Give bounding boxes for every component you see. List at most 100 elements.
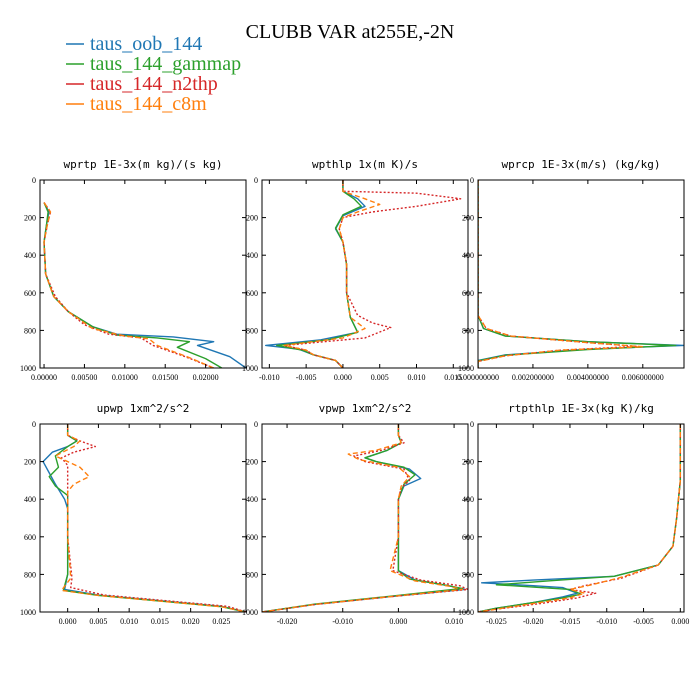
chart-panel: rtpthlp 1E-3x(kg K)/kg 0 200 400 600 800 1000 -… [458, 402, 689, 626]
y-tick-label: 1000 [458, 608, 474, 617]
y-tick-label: 600 [246, 533, 258, 542]
x-tick-label: -0.010 [332, 617, 353, 626]
series-line [60, 424, 246, 612]
y-tick-label: 200 [24, 458, 36, 467]
x-tick-label: 0.004000000 [567, 373, 609, 382]
y-tick-label: 800 [24, 570, 36, 579]
y-tick-label: 200 [24, 214, 36, 223]
y-tick-label: 1000 [20, 364, 36, 373]
panel-title: vpwp 1xm^2/s^2 [319, 402, 412, 415]
series-line [262, 424, 468, 612]
y-tick-label: 1000 [242, 608, 258, 617]
y-tick-label: 800 [24, 326, 36, 335]
y-tick-label: 800 [462, 326, 474, 335]
y-tick-label: 400 [462, 251, 474, 260]
series-line [283, 180, 381, 368]
series-group [43, 202, 246, 368]
x-tick-label: -0.010 [259, 373, 280, 382]
panel-title: wpthlp 1x(m K)/s [312, 158, 418, 171]
x-tick-label: 0.00000 [31, 373, 57, 382]
x-tick-label: 0.005 [89, 617, 107, 626]
y-tick-label: 200 [462, 458, 474, 467]
y-tick-label: 200 [462, 214, 474, 223]
series-line [43, 202, 214, 368]
series-line [283, 180, 462, 368]
legend-item: taus_144_c8m [66, 93, 207, 115]
chart-panel: wpthlp 1x(m K)/s 0 200 400 600 800 1000-0.010 -… [242, 158, 469, 382]
legend-label: taus_144_n2thp [90, 73, 218, 95]
legend-label: taus_oob_144 [90, 33, 202, 55]
legend-item: taus_144_n2thp [66, 73, 218, 95]
panel-title: upwp 1xm^2/s^2 [97, 402, 190, 415]
legend-item: taus_oob_144 [66, 33, 202, 55]
series-line [262, 424, 464, 612]
series-group [264, 180, 462, 368]
x-tick-label: 0.02000 [193, 373, 219, 382]
plot-frame [477, 423, 685, 613]
y-tick-label: 600 [246, 289, 258, 298]
x-tick-label: 0.000 [59, 617, 77, 626]
series-line [54, 424, 246, 612]
x-tick-label: 0.025 [212, 617, 230, 626]
chart-panels: wprtp 1E-3x(m kg)/(s kg) 0 200 400 600 800 100… [20, 158, 689, 626]
panel-title: wprcp 1E-3x(m/s) (kg/kg) [502, 158, 661, 171]
chart-panel: vpwp 1xm^2/s^2 0 200 400 600 800 1000 -0.020 -0.… [242, 402, 469, 626]
x-tick-label: -0.020 [277, 617, 298, 626]
y-tick-label: 400 [24, 251, 36, 260]
y-tick-label: 400 [246, 495, 258, 504]
y-tick-label: 600 [462, 289, 474, 298]
x-tick-label: 0.00500 [71, 373, 97, 382]
series-line [48, 424, 246, 612]
plot-frame [39, 423, 247, 613]
series-line [43, 202, 223, 368]
series-group [42, 424, 246, 612]
legend-item: taus_144_gammap [66, 53, 241, 75]
chart-panel: upwp 1xm^2/s^2 0 200 400 600 800 1000 0.000 0.00… [20, 402, 247, 626]
panel-title: wprtp 1E-3x(m kg)/(s kg) [64, 158, 223, 171]
series-line [478, 424, 682, 612]
plot-frame [261, 179, 469, 369]
plot-frame [39, 179, 247, 369]
y-tick-label: 800 [462, 570, 474, 579]
series-group [262, 424, 468, 612]
y-tick-label: 0 [470, 176, 474, 185]
x-tick-label: 0.002000000 [512, 373, 554, 382]
x-tick-label: 0.01000 [112, 373, 138, 382]
x-tick-label: 0.010 [120, 617, 138, 626]
y-tick-label: 0 [254, 420, 258, 429]
series-line [42, 424, 246, 612]
plot-frame [261, 423, 469, 613]
y-tick-label: 0 [254, 176, 258, 185]
series-line [262, 424, 464, 612]
series-line [478, 424, 682, 612]
series-line [478, 424, 682, 612]
series-group [478, 424, 682, 612]
x-tick-label: -0.025 [486, 617, 507, 626]
legend: taus_oob_144taus_144_gammaptaus_144_n2th… [66, 33, 241, 115]
series-line [478, 180, 644, 368]
panel-title: rtpthlp 1E-3x(kg K)/kg [508, 402, 654, 415]
x-tick-label: -0.020 [523, 617, 544, 626]
y-tick-label: 1000 [458, 364, 474, 373]
x-tick-label: 0.000 [389, 617, 407, 626]
x-tick-label: -0.005 [633, 617, 654, 626]
x-tick-label: 0.000 [334, 373, 352, 382]
x-tick-label: 0.000000000 [457, 373, 499, 382]
x-tick-label: 0.000 [671, 617, 689, 626]
y-tick-label: 0 [32, 420, 36, 429]
legend-label: taus_144_c8m [90, 93, 207, 115]
y-tick-label: 200 [246, 458, 258, 467]
series-line [43, 202, 246, 368]
series-group [478, 180, 684, 368]
y-tick-label: 1000 [242, 364, 258, 373]
x-tick-label: 0.015 [151, 617, 169, 626]
plot-frame [477, 179, 685, 369]
x-tick-label: -0.010 [596, 617, 617, 626]
x-tick-label: 0.015 [444, 373, 462, 382]
x-tick-label: -0.005 [296, 373, 317, 382]
y-tick-label: 1000 [20, 608, 36, 617]
series-line [43, 202, 214, 368]
x-tick-label: 0.010 [445, 617, 463, 626]
legend-label: taus_144_gammap [90, 53, 241, 75]
y-tick-label: 600 [24, 289, 36, 298]
